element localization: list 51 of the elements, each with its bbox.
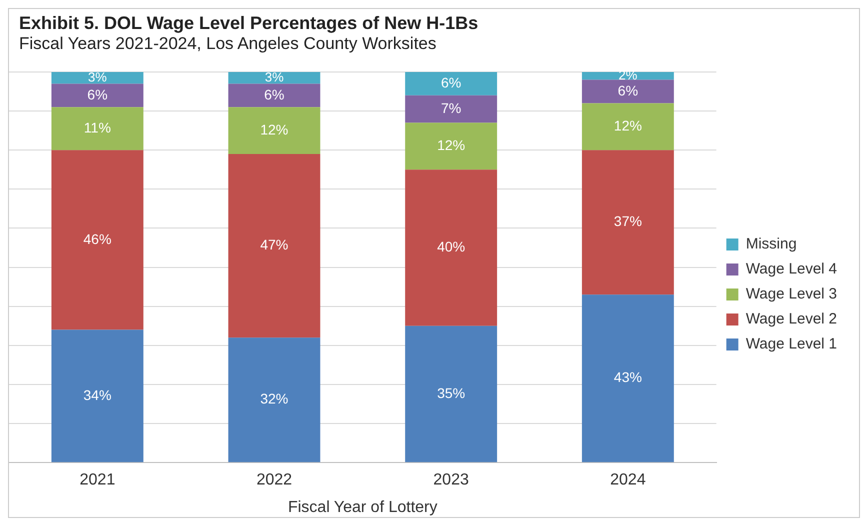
bar — [582, 103, 674, 150]
legend-label: Wage Level 3 — [746, 286, 838, 303]
bar — [228, 154, 320, 338]
bar — [51, 84, 144, 108]
bar — [582, 72, 674, 80]
bar — [228, 338, 320, 462]
chart-subtitle: Fiscal Years 2021-2024, Los Angeles County Worksites — [19, 34, 438, 54]
data-label: 3% — [264, 69, 284, 84]
x-tick-label: 2023 — [433, 472, 469, 489]
x-tick-label: 2022 — [256, 472, 292, 489]
bar — [582, 80, 674, 104]
bar — [405, 326, 498, 462]
bar — [51, 330, 144, 462]
legend-label: Missing — [746, 236, 797, 253]
data-label: 6% — [440, 74, 462, 91]
bar — [405, 170, 498, 326]
chart-title: Exhibit 5. DOL Wage Level Percentages of New H-1Bs — [19, 13, 480, 34]
bar — [51, 107, 144, 150]
data-label: 11% — [84, 119, 111, 136]
data-label: 3% — [88, 69, 108, 84]
data-label: 7% — [440, 100, 462, 116]
data-label: 12% — [614, 118, 642, 134]
data-label: 6% — [87, 86, 108, 102]
data-label: 6% — [618, 82, 638, 98]
data-label: 40% — [437, 238, 466, 255]
bar — [405, 72, 498, 96]
bar — [582, 294, 674, 462]
x-tick-label: 2021 — [80, 472, 116, 489]
data-label: 12% — [260, 121, 288, 138]
legend-label: Wage Level 2 — [746, 310, 838, 328]
bar — [228, 72, 320, 84]
bar — [405, 122, 498, 170]
x-axis-title: Fiscal Year of Lottery — [288, 498, 438, 516]
data-label: 6% — [264, 86, 284, 102]
data-label: 43% — [614, 369, 642, 386]
bar — [51, 72, 144, 84]
data-label: 34% — [83, 386, 112, 403]
data-label: 32% — [260, 390, 288, 407]
data-label: 12% — [437, 137, 466, 154]
data-label: 35% — [437, 384, 466, 401]
data-label: 37% — [614, 213, 642, 230]
data-label: 47% — [260, 236, 288, 253]
legend-label: Wage Level 1 — [746, 336, 838, 353]
bar — [51, 150, 144, 330]
data-label: 46% — [83, 230, 112, 247]
bar — [405, 95, 498, 123]
legend-label: Wage Level 4 — [746, 260, 838, 278]
x-tick-label: 2024 — [610, 472, 646, 489]
bar — [582, 150, 674, 295]
bar — [228, 84, 320, 108]
bar — [228, 107, 320, 154]
